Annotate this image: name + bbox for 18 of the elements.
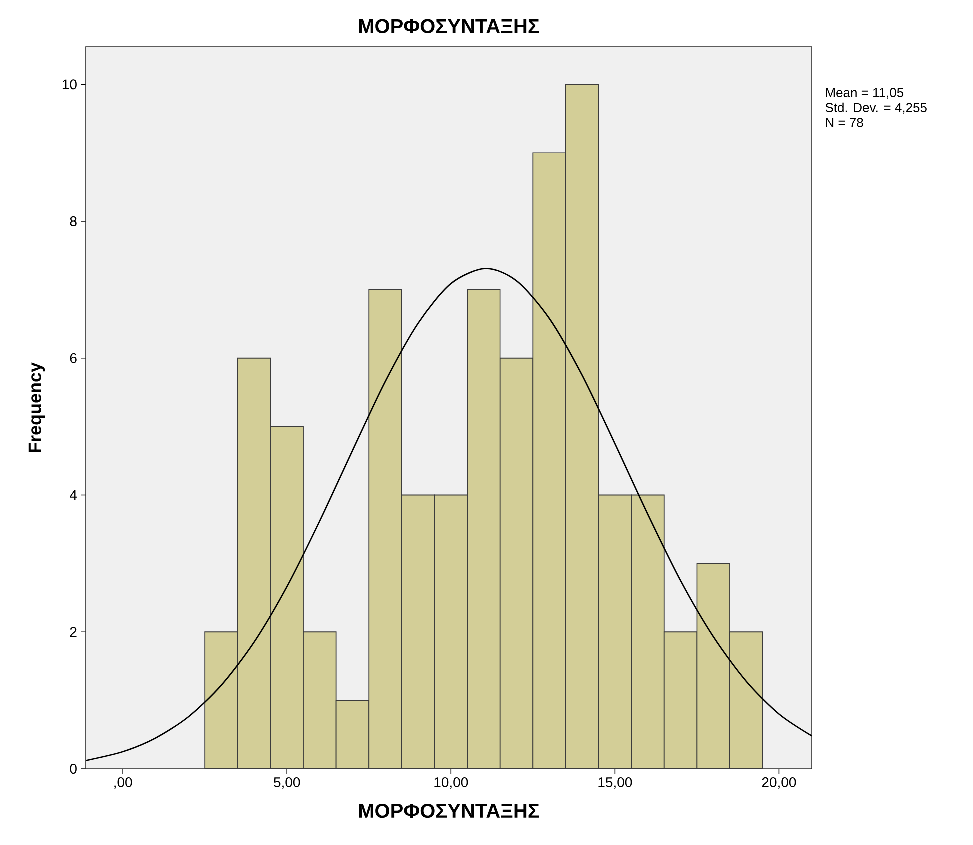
text: N = 78 <box>826 118 864 128</box>
y-tick-label: 6 <box>70 353 77 364</box>
y-tick-label: 10 <box>62 80 77 90</box>
y-tick-label: 2 <box>70 627 77 638</box>
x-tick-label: 10,00 <box>434 778 468 790</box>
line-series <box>86 268 812 762</box>
x-tick-label: 15,00 <box>598 778 632 790</box>
y-tick-label: 0 <box>70 764 77 774</box>
text: Std. Dev. = 4,255 <box>826 102 927 114</box>
chart-title: ΜΟΡΦΟΣΥΝΤΑΞΗΣ <box>359 19 540 34</box>
y-axis-title: Frequency <box>28 362 46 452</box>
x-tick-label: ,00 <box>114 778 132 790</box>
x-tick-label: 20,00 <box>762 778 796 790</box>
x-axis-title: ΜΟΡΦΟΣΥΝΤΑΞΗΣ <box>359 804 540 818</box>
text: Mean = 11,05 <box>826 88 904 99</box>
y-tick-label: 4 <box>70 490 78 500</box>
x-tick-label: 5,00 <box>274 778 300 790</box>
y-tick-label: 8 <box>70 216 77 226</box>
